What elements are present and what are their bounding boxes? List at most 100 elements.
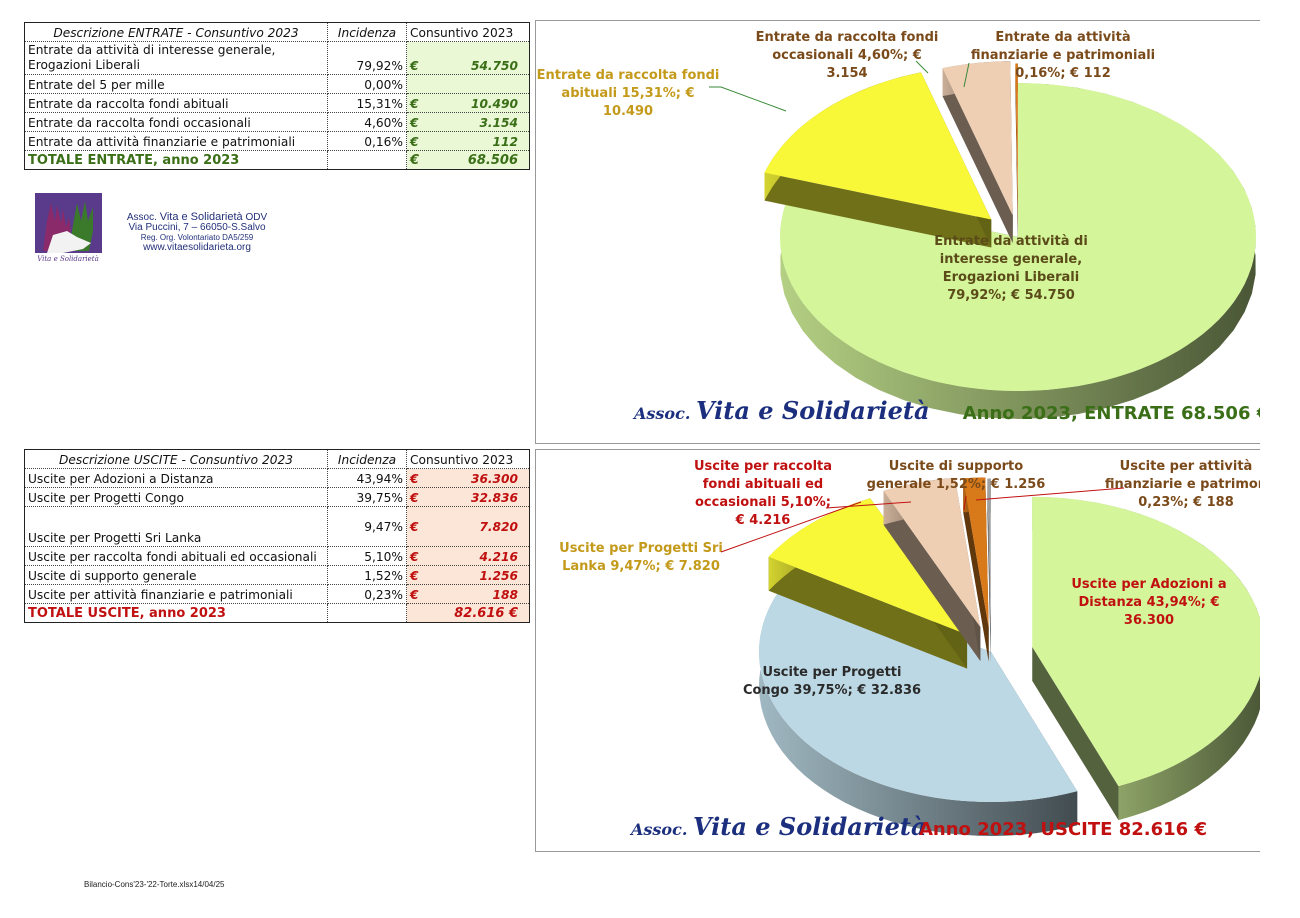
entrate-table: Descrizione ENTRATE - Consuntivo 2023 In… [24, 22, 530, 170]
col-descrizione: Descrizione ENTRATE - Consuntivo 2023 [24, 22, 328, 42]
brand-prefix: Assoc. [629, 820, 693, 839]
row-value: €54.750 [406, 41, 530, 75]
leader-line [825, 501, 912, 509]
address-line-2: Via Puccini, 7 – 66050-S.Salvo [128, 222, 266, 233]
row-pct: 39,75% [327, 487, 407, 507]
total-amount: 82.616 € [454, 606, 518, 621]
row-amount: 7.820 [479, 519, 518, 534]
row-pct: 43,94% [327, 468, 407, 488]
total-label: TOTALE USCITE, anno 2023 [24, 603, 328, 623]
pie-slice [987, 478, 991, 663]
logo-text: Vita e Solidarietà [37, 255, 99, 263]
col-incidenza: Incidenza [327, 449, 407, 469]
address-prefix: Assoc. [126, 212, 157, 223]
table-row: Uscite per Progetti Congo 39,75% €32.836 [24, 487, 530, 507]
chart-title: Anno 2023, USCITE 82.616 € [919, 819, 1207, 840]
row-amount: 188 [492, 588, 518, 602]
pie-slice [883, 477, 981, 662]
total-amount: 68.506 [467, 153, 518, 168]
row-pct: 79,92% [327, 41, 407, 75]
total-pct [327, 603, 407, 623]
table-row: Entrate da attività finanziarie e patrim… [24, 131, 530, 151]
entrate-pie-chart: Entrate da attività di interesse generale… [537, 30, 1260, 425]
euro-sign: € [410, 472, 419, 486]
row-pct: 9,47% [327, 506, 407, 547]
row-label: Entrate da attività finanziarie e patrim… [24, 131, 328, 151]
brand-name: Vita e Solidarietà [693, 812, 927, 841]
euro-sign: € [410, 588, 419, 602]
row-pct: 5,10% [327, 546, 407, 566]
pie-data-label: Uscite per Adozioni a Distanza 43,94%; €3… [1071, 577, 1226, 628]
col-descrizione: Descrizione USCITE - Consuntivo 2023 [24, 449, 328, 469]
total-pct [327, 150, 407, 170]
row-label: Entrate del 5 per mille [24, 74, 328, 94]
pie-slice [1032, 496, 1260, 821]
row-amount: 1.256 [479, 569, 518, 583]
table-row: Uscite per raccolta fondi abituali ed oc… [24, 546, 530, 566]
row-amount: 36.300 [470, 472, 518, 486]
pie-slice [1015, 63, 1018, 246]
row-value: €3.154 [406, 112, 530, 132]
address-line-3: Reg. Org. Volontariato DA5/259 [140, 233, 254, 242]
row-amount: 32.836 [470, 491, 518, 505]
euro-sign: € [410, 491, 419, 505]
row-value: €188 [406, 584, 530, 604]
pie-data-label: Uscite per Progetti Sri Lanka 9,47%; € 7.… [559, 541, 723, 574]
row-pct: 0,00% [327, 74, 407, 94]
leader-line [709, 86, 787, 112]
row-amount: 54.750 [470, 59, 518, 73]
pie-slice [942, 61, 1013, 244]
row-label: Uscite per attività finanziarie e patrim… [24, 584, 328, 604]
file-footer: Bilancio-Cons'23-'22-Torte.xlsx14/04/25 [84, 880, 225, 889]
row-amount: 10.490 [470, 97, 518, 111]
row-pct: 1,52% [327, 565, 407, 585]
row-label: Uscite per Progetti Congo [24, 487, 328, 507]
col-consuntivo: Consuntivo 2023 [406, 449, 530, 469]
total-row: TOTALE ENTRATE, anno 2023 €68.506 [24, 150, 530, 170]
row-value: €1.256 [406, 565, 530, 585]
pie-data-label: Entrate da attività di interesse generale… [934, 234, 1088, 303]
row-value: €32.836 [406, 487, 530, 507]
table-row: Uscite per attività finanziarie e patrim… [24, 584, 530, 604]
leader-line [975, 487, 1125, 501]
address-website: www.vitaesolidarieta.org [143, 242, 251, 253]
association-address: Assoc. Vita e Solidarietà ODV Via Puccin… [112, 212, 282, 253]
row-value: €4.216 [406, 546, 530, 566]
table-row: Uscite per Adozioni a Distanza 43,94% €3… [24, 468, 530, 488]
total-label: TOTALE ENTRATE, anno 2023 [24, 150, 328, 170]
row-amount: 4.216 [479, 550, 518, 564]
entrate-pie-panel: Entrate da attività di interesse generale… [535, 20, 1260, 444]
table-header: Descrizione ENTRATE - Consuntivo 2023 In… [24, 22, 530, 42]
col-consuntivo: Consuntivo 2023 [406, 22, 530, 42]
euro-sign: € [410, 135, 419, 149]
euro-sign: € [410, 116, 419, 130]
row-label: Uscite per Progetti Sri Lanka [24, 506, 328, 547]
table-row: Uscite di supporto generale 1,52% €1.256 [24, 565, 530, 585]
row-label: Entrate da raccolta fondi abituali [24, 93, 328, 113]
euro-sign: € [410, 97, 419, 111]
row-pct: 0,23% [327, 584, 407, 604]
pie-data-label: Entrate da attività finanziarie e patrimo… [971, 30, 1155, 81]
table-row: Uscite per Progetti Sri Lanka 9,47% €7.8… [24, 506, 530, 547]
row-pct: 4,60% [327, 112, 407, 132]
leader-line [720, 501, 862, 553]
chart-title: Anno 2023, ENTRATE 68.506 € [963, 403, 1260, 424]
row-value: €7.820 [406, 506, 530, 547]
brand-wordmark: Assoc. Vita e Solidarietà [632, 396, 930, 425]
address-org-name: Vita e Solidarietà [159, 211, 243, 223]
uscite-pie-chart: Uscite per Adozioni a Distanza 43,94%; €3… [559, 459, 1260, 841]
table-row: Entrate da raccolta fondi abituali 15,31… [24, 93, 530, 113]
euro-sign: € [410, 153, 420, 168]
pie-slice [963, 477, 989, 662]
euro-sign: € [410, 569, 419, 583]
euro-sign: € [410, 550, 419, 564]
row-label: Uscite per raccolta fondi abituali ed oc… [24, 546, 328, 566]
euro-sign: € [410, 519, 419, 534]
brand-wordmark: Assoc. Vita e Solidarietà [629, 812, 927, 841]
table-header: Descrizione USCITE - Consuntivo 2023 Inc… [24, 449, 530, 469]
row-label: Entrate da raccolta fondi occasionali [24, 112, 328, 132]
leader-line [915, 60, 929, 74]
row-value: €112 [406, 131, 530, 151]
row-value: €10.490 [406, 93, 530, 113]
pie-slice [768, 498, 968, 669]
